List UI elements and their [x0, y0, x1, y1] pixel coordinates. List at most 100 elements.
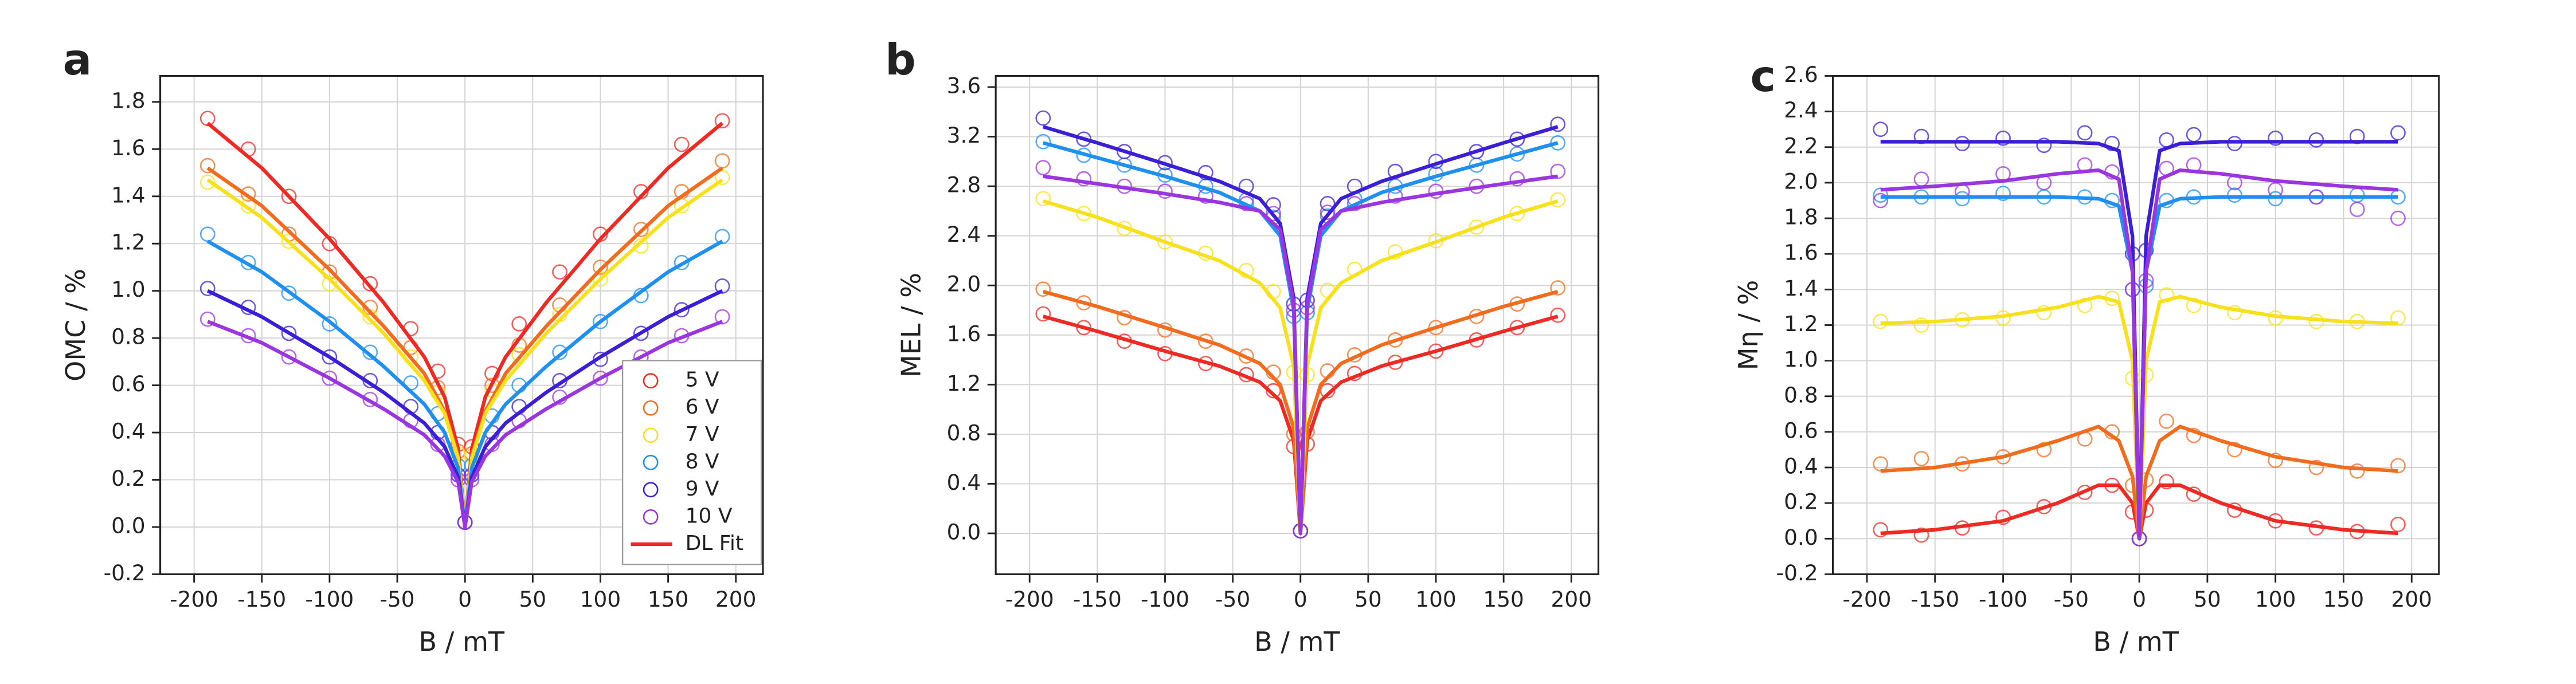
- data-point: [2390, 210, 2406, 226]
- fit-line: [1880, 168, 2398, 541]
- y-tick-label: 0.6: [1784, 418, 1818, 443]
- x-tick-label: 150: [1483, 587, 1524, 612]
- data-point: [1320, 196, 1336, 211]
- y-tick-label: 0.4: [111, 419, 146, 444]
- data-point: [2349, 202, 2365, 217]
- data-point: [2036, 305, 2052, 321]
- data-point: [1509, 171, 1525, 187]
- data-point: [322, 316, 338, 332]
- panel: a -200 -150 -100 -50 0 50 100 150 200 -0.2 0.0 0.2 0.…: [60, 34, 764, 657]
- x-tick-label: 100: [1415, 587, 1456, 612]
- data-point: [2349, 463, 2365, 479]
- y-axis-label: OMC / %: [60, 269, 91, 382]
- plot-frame: [995, 74, 1600, 576]
- x-tick-label: 50: [1354, 587, 1382, 612]
- y-tick-label: 0.0: [1784, 525, 1818, 550]
- data-point: [2390, 310, 2406, 326]
- y-tick-label: 0.4: [947, 470, 981, 495]
- legend-label: 10 V: [686, 504, 733, 528]
- data-point: [1428, 343, 1444, 359]
- data-point: [1550, 280, 1566, 296]
- x-axis-label: B / mT: [2093, 626, 2179, 657]
- data-point: [281, 233, 297, 249]
- data-point: [1913, 451, 1929, 466]
- x-tick-label: -200: [1842, 587, 1891, 612]
- y-tick-label: 2.2: [1784, 133, 1818, 158]
- data-point: [2104, 136, 2120, 151]
- data-point: [322, 370, 338, 386]
- plot-frame: [1832, 74, 2440, 576]
- y-tick-label: -0.2: [104, 560, 146, 585]
- data-point: [633, 222, 649, 237]
- data-point: [199, 281, 216, 296]
- data-point: [199, 158, 216, 174]
- data-point: [593, 370, 608, 386]
- data-point: [281, 325, 297, 341]
- y-tick-label: 2.0: [1784, 168, 1818, 194]
- data-point: [714, 229, 730, 245]
- legend-marker: [643, 482, 659, 498]
- data-point: [199, 174, 216, 190]
- data-point: [1469, 219, 1485, 235]
- y-tick-label: 2.4: [1784, 97, 1818, 123]
- x-tick-label: -150: [237, 587, 286, 612]
- data-point: [199, 311, 216, 327]
- data-point: [1913, 527, 1929, 543]
- y-tick-label: 2.4: [947, 222, 981, 247]
- data-point: [240, 198, 256, 214]
- plot-frame: [159, 74, 764, 576]
- data-point: [1913, 317, 1929, 333]
- x-tick-label: 100: [580, 587, 621, 612]
- y-tick-label: 0.8: [111, 324, 146, 349]
- x-tick-label: 200: [715, 587, 756, 612]
- data-point: [1157, 234, 1173, 250]
- data-point: [2268, 130, 2284, 146]
- data-point: [2036, 442, 2052, 458]
- data-point: [1035, 160, 1051, 176]
- data-point: [322, 349, 338, 365]
- x-tick-label: 200: [2391, 587, 2432, 612]
- x-tick-label: -50: [2054, 587, 2089, 612]
- legend-box: [621, 360, 762, 565]
- data-point: [199, 226, 216, 242]
- y-tick-label: 1.8: [111, 88, 146, 113]
- legend-label: 6 V: [686, 395, 719, 419]
- y-tick-label: 1.6: [1784, 240, 1818, 265]
- y-tick-label: 1.6: [111, 135, 146, 160]
- y-tick-label: 2.0: [947, 272, 981, 297]
- x-tick-label: -100: [1979, 587, 2027, 612]
- data-point: [1873, 456, 1889, 472]
- y-tick-label: 1.8: [1784, 205, 1818, 230]
- y-tick-label: 3.6: [947, 73, 981, 98]
- legend-marker: [643, 427, 659, 443]
- legend-label: 8 V: [686, 450, 719, 473]
- data-point: [1873, 522, 1889, 538]
- data-point: [362, 391, 378, 407]
- x-tick-label: -150: [1073, 587, 1122, 612]
- data-point: [714, 309, 730, 325]
- legend-label: 7 V: [686, 423, 719, 446]
- data-point: [2227, 442, 2242, 458]
- x-tick-label: 0: [1294, 587, 1307, 612]
- y-tick-label: 0.8: [1784, 382, 1818, 407]
- data-point: [1995, 186, 2011, 201]
- x-axis-label: B / mT: [1254, 626, 1340, 657]
- data-point: [1428, 320, 1444, 336]
- x-tick-label: -200: [1005, 587, 1054, 612]
- data-point: [714, 113, 730, 129]
- x-axis-label: B / mT: [419, 626, 505, 657]
- x-tick-label: 0: [2132, 587, 2146, 612]
- data-point: [552, 264, 567, 280]
- panel-label: c: [1751, 51, 1776, 101]
- data-point: [674, 136, 690, 152]
- data-point: [2227, 305, 2242, 321]
- data-point: [1550, 163, 1566, 179]
- panel: c -200 -150 -100 -50 0 50 100 150 200 -0.2 0.0 0.2 0.…: [1733, 51, 2440, 657]
- y-tick-label: 1.2: [947, 371, 981, 396]
- data-point: [2390, 517, 2406, 532]
- data-point: [1509, 146, 1525, 162]
- y-tick-label: 0.0: [111, 513, 146, 538]
- data-point: [674, 254, 690, 270]
- legend-marker: [643, 373, 659, 389]
- x-tick-label: 50: [519, 587, 546, 612]
